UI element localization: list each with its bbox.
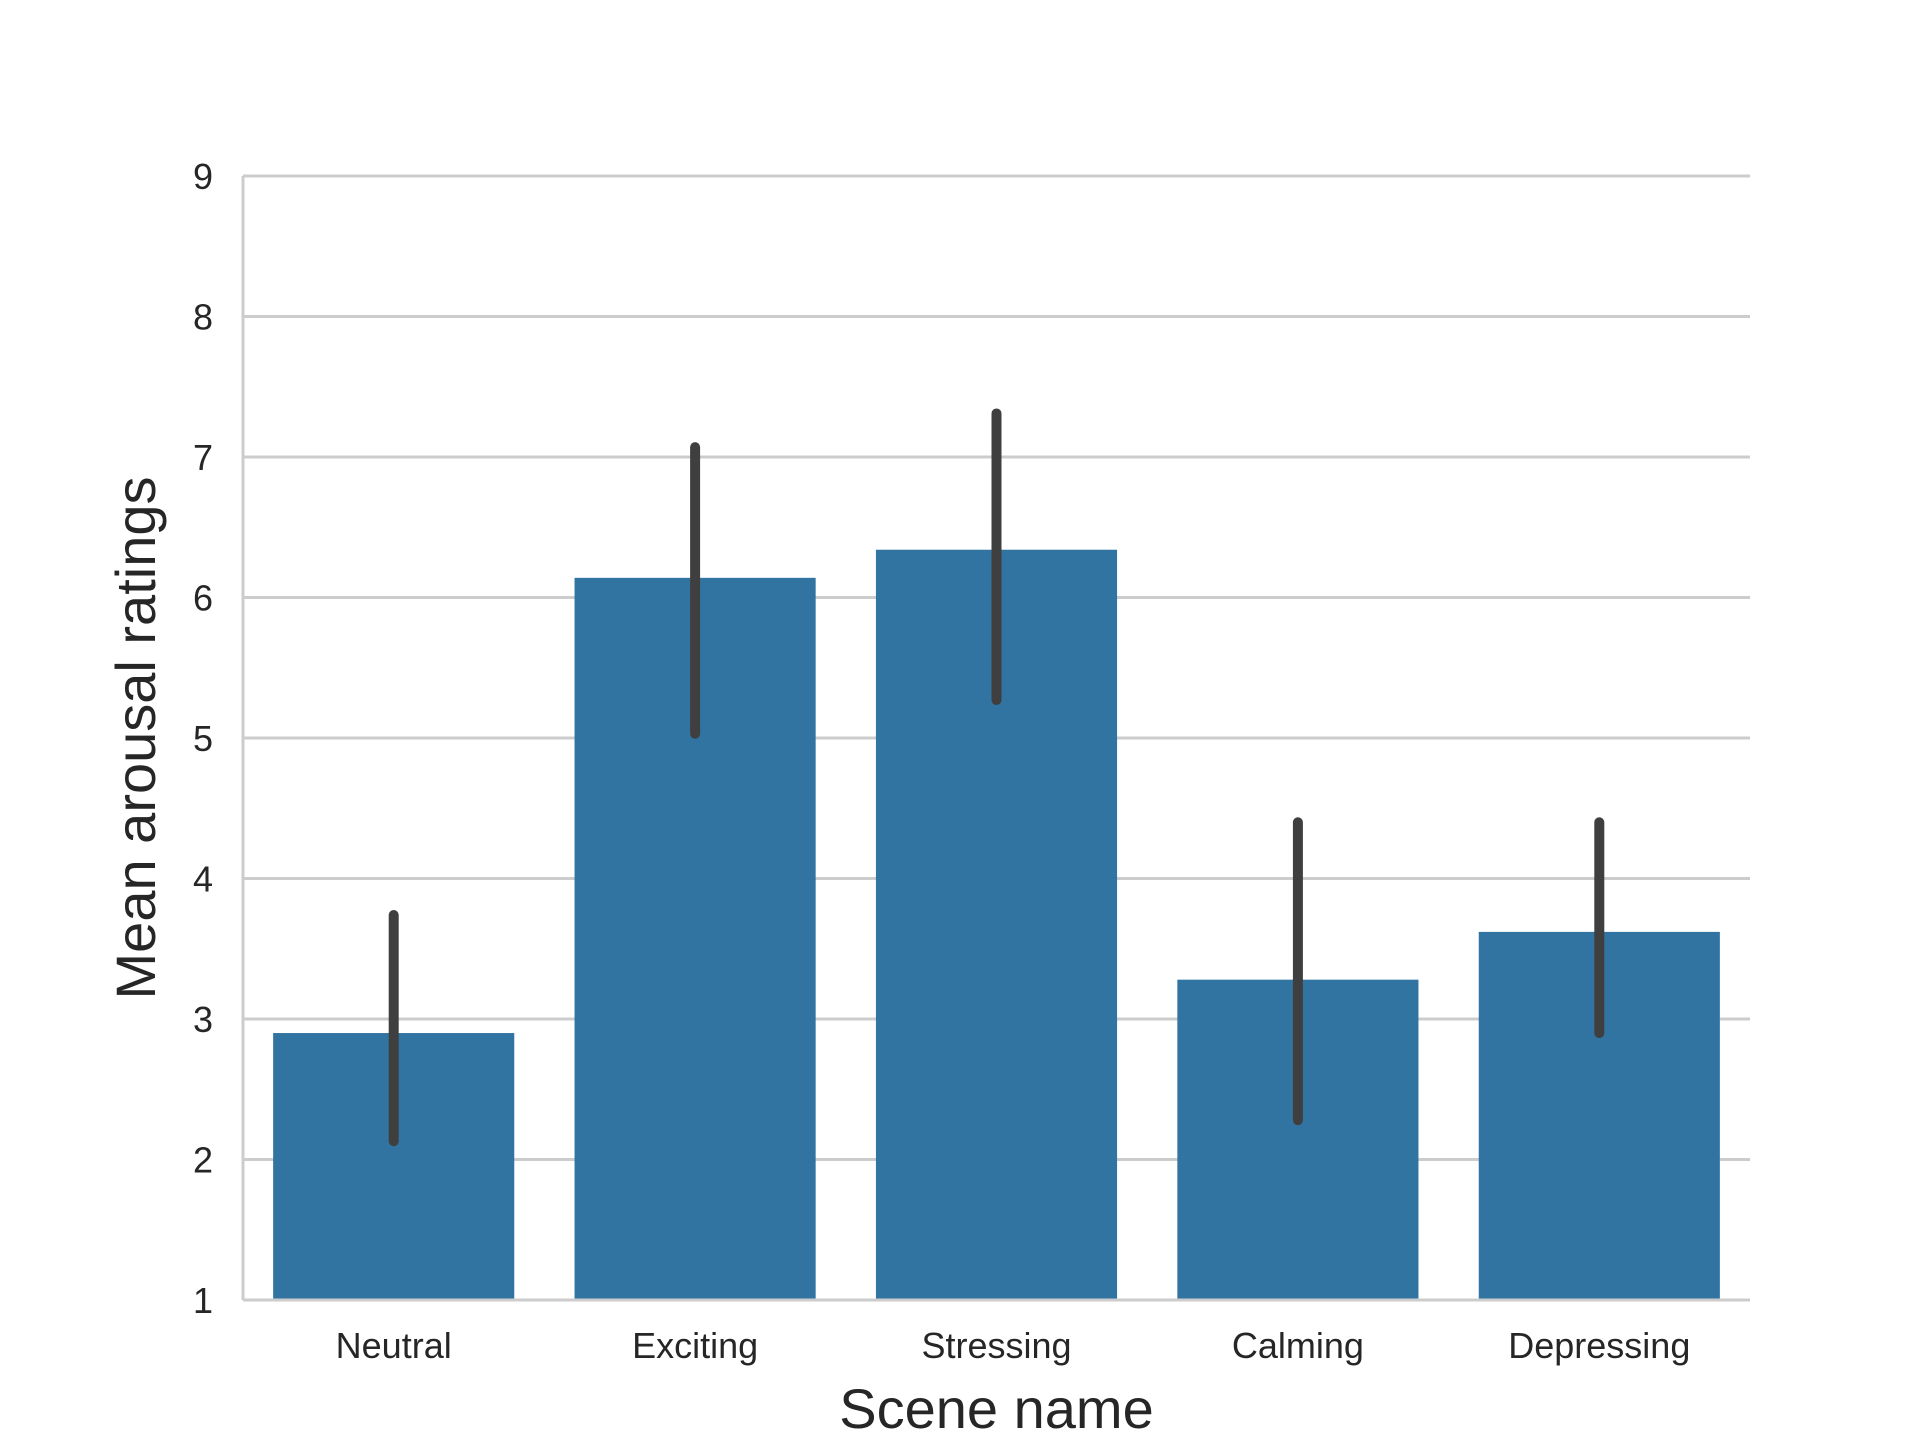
x-tick-label: Depressing — [1508, 1325, 1690, 1366]
x-tick-label: Stressing — [921, 1325, 1071, 1366]
y-tick-label: 1 — [193, 1280, 213, 1321]
y-tick-label: 9 — [193, 156, 213, 197]
y-tick-label: 5 — [193, 718, 213, 759]
y-tick-label: 8 — [193, 297, 213, 338]
y-tick-label: 4 — [193, 859, 213, 900]
x-tick-label: Calming — [1232, 1325, 1364, 1366]
bars — [273, 549, 1720, 1300]
y-axis-title: Mean arousal ratings — [104, 477, 167, 1000]
x-tick-label: Exciting — [632, 1325, 758, 1366]
axes — [241, 176, 1750, 1302]
y-tick-label: 6 — [193, 578, 213, 619]
y-tick-label: 7 — [193, 437, 213, 478]
x-tick-labels: Neutral Exciting Stressing Calming Depressin… — [336, 1325, 1691, 1366]
error-bars — [388, 408, 1605, 1147]
x-tick-label: Neutral — [336, 1325, 452, 1366]
y-tick-label: 2 — [193, 1140, 213, 1181]
y-tick-labels: 1 2 3 4 5 6 7 8 9 — [193, 156, 213, 1321]
y-tick-label: 3 — [193, 999, 213, 1040]
x-axis-title: Scene name — [839, 1377, 1153, 1440]
